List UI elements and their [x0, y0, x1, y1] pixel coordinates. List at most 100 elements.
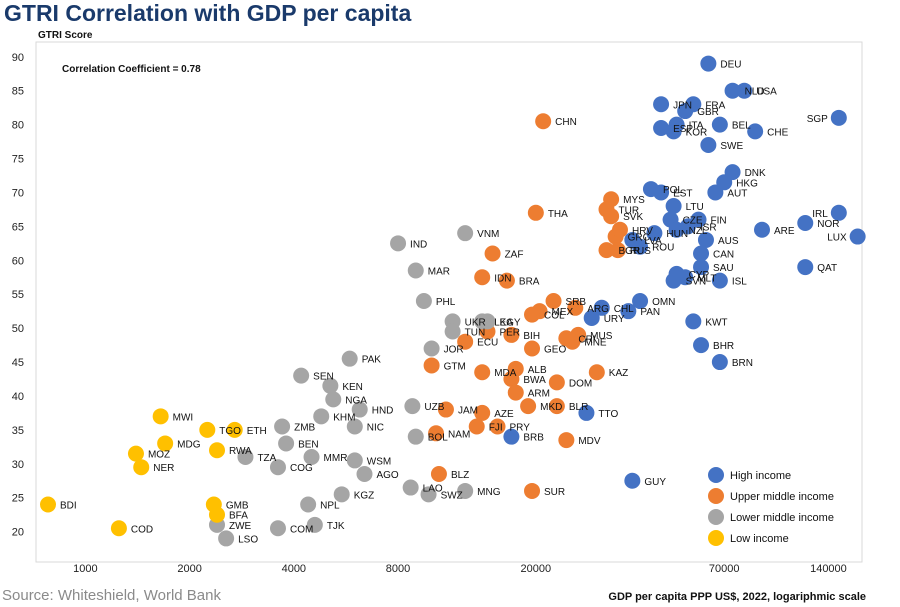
point-isl — [711, 272, 728, 289]
point-label: TGO — [219, 426, 241, 437]
point-are — [754, 221, 771, 238]
legend-label: Upper middle income — [730, 491, 834, 503]
chart-title: GTRI Correlation with GDP per capita — [4, 0, 412, 26]
point-ltu — [665, 198, 682, 215]
point-ago — [356, 465, 373, 482]
point-bel — [711, 116, 728, 133]
point-ind — [390, 235, 407, 252]
y-tick-label: 45 — [12, 357, 24, 369]
point-label: LKA — [494, 317, 513, 328]
legend-marker — [708, 509, 724, 525]
point-jam — [437, 401, 454, 418]
point-label: AUT — [727, 188, 747, 199]
point-kgz — [333, 486, 350, 503]
point-idn — [474, 269, 491, 286]
point-label: ITA — [689, 121, 704, 132]
point-usa — [736, 82, 753, 99]
point-label: BDI — [60, 501, 77, 512]
point-irl — [830, 204, 847, 221]
point-label: MDG — [177, 439, 201, 450]
point-label: DNK — [745, 168, 766, 179]
point-nic — [346, 418, 363, 435]
point-label: HND — [372, 406, 394, 417]
point-phl — [415, 293, 432, 309]
point-label: MUS — [590, 331, 613, 342]
point-mdv — [558, 432, 575, 449]
point-sur — [524, 482, 541, 499]
point-mda — [474, 364, 491, 381]
point-label: CAN — [713, 250, 734, 261]
point-label: TZA — [257, 453, 276, 464]
point-tza — [237, 449, 254, 466]
point-blr — [548, 398, 565, 415]
point-label: MOZ — [148, 450, 170, 461]
point-label: BRB — [523, 433, 544, 444]
point-label: JAM — [458, 406, 478, 417]
point-label: NIC — [367, 423, 384, 434]
point-svn — [665, 272, 682, 289]
point-fji — [468, 418, 485, 435]
point-label: DEU — [720, 60, 741, 71]
point-label: NZL — [689, 226, 708, 237]
legend-marker — [708, 488, 724, 504]
point-tha — [527, 204, 544, 221]
point-jpn — [653, 96, 670, 113]
point-kor — [665, 123, 682, 140]
point-label: NOR — [817, 219, 839, 230]
point-label: URY — [604, 314, 625, 325]
point-eth — [226, 421, 243, 438]
point-swe — [700, 136, 717, 153]
point-pak — [341, 350, 358, 367]
point-label: SWZ — [441, 490, 463, 501]
point-label: CHE — [767, 127, 788, 138]
point-label: ARG — [587, 304, 609, 315]
point-label: ISL — [732, 277, 747, 288]
point-label: BLR — [569, 402, 588, 413]
point-label: BOL — [428, 433, 448, 444]
point-label: KGZ — [354, 490, 375, 501]
legend-label: Lower middle income — [730, 512, 834, 524]
point-label: OMN — [652, 297, 675, 308]
point-omn — [632, 293, 649, 309]
point-label: TUN — [465, 328, 486, 339]
point-rus — [609, 242, 626, 259]
point-label: UKR — [465, 317, 486, 328]
point-hnd — [351, 401, 368, 418]
point-label: JOR — [444, 344, 464, 355]
point-label: NLD — [745, 87, 765, 98]
point-label: HUN — [666, 229, 688, 240]
point-mar — [407, 262, 424, 279]
point-label: ARE — [774, 226, 795, 237]
legend-marker — [708, 530, 724, 546]
point-sen — [293, 367, 310, 384]
point-label: PAK — [362, 355, 382, 366]
y-tick-label: 20 — [12, 527, 24, 539]
point-svk — [603, 208, 620, 225]
point-label: GMB — [226, 501, 249, 512]
point-label: CRI — [578, 334, 595, 345]
point-aut — [707, 184, 724, 201]
point-kaz — [588, 364, 605, 381]
point-wsm — [346, 452, 363, 469]
point-mkd — [520, 398, 537, 415]
y-tick-label: 40 — [12, 391, 24, 403]
point-label: GEO — [544, 344, 566, 355]
point-arm — [507, 384, 524, 401]
point-cog — [269, 459, 286, 476]
point-gbr — [677, 103, 694, 120]
y-tick-label: 90 — [12, 52, 24, 64]
point-label: NPL — [320, 501, 340, 512]
x-tick-label: 2000 — [177, 563, 201, 575]
point-label: ZAF — [505, 250, 524, 261]
point-label: IDN — [494, 273, 511, 284]
legend: High income Upper middle income Lower midd… — [708, 467, 834, 546]
y-tick-label: 35 — [12, 425, 24, 437]
point-label: EST — [673, 188, 692, 199]
y-tick-label: 55 — [12, 289, 24, 301]
point-bwa — [503, 371, 520, 388]
point-label: LAO — [423, 484, 443, 495]
point-gtm — [423, 357, 440, 374]
point-label: BGR — [619, 246, 641, 257]
point-label: SWE — [720, 141, 743, 152]
point-label: MYS — [623, 195, 645, 206]
